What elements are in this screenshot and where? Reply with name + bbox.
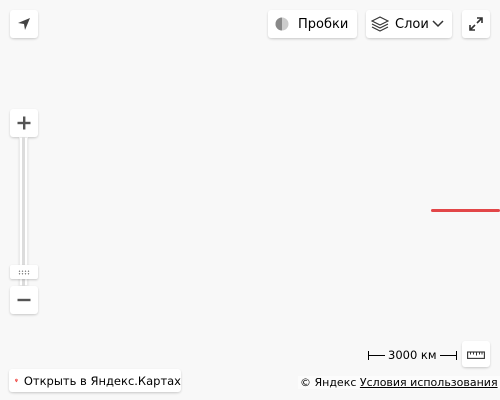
layers-stack-icon bbox=[371, 16, 389, 32]
open-in-yandex-maps-button[interactable]: Открыть в Яндекс.Картах bbox=[9, 369, 181, 392]
grip-dots-icon bbox=[18, 269, 30, 275]
arrow-locate-icon bbox=[18, 18, 30, 30]
minus-icon bbox=[17, 298, 31, 302]
terms-of-use-link[interactable]: Условия использования bbox=[359, 376, 498, 389]
traffic-label: Пробки bbox=[298, 16, 349, 32]
scale-bar-right bbox=[439, 350, 457, 360]
ruler-button[interactable] bbox=[462, 341, 490, 367]
zoom-slider-rail bbox=[22, 137, 25, 286]
copyright-label: © Яндекс bbox=[300, 376, 357, 389]
geolocation-button[interactable] bbox=[10, 10, 38, 38]
layers-button[interactable]: Слои bbox=[366, 10, 452, 38]
traffic-button[interactable]: Пробки bbox=[268, 10, 357, 38]
zoom-out-button[interactable] bbox=[10, 286, 38, 314]
layers-label: Слои bbox=[395, 16, 429, 32]
route-line bbox=[431, 209, 500, 212]
zoom-in-button[interactable] bbox=[10, 109, 38, 137]
map-pin-icon bbox=[15, 378, 18, 383]
zoom-slider-handle[interactable] bbox=[10, 265, 38, 279]
copyright-bar: © Яндекс Условия использования bbox=[298, 376, 500, 389]
scale-line: 3000 км bbox=[368, 348, 457, 362]
scale-bar-left bbox=[368, 350, 385, 360]
scale-label: 3000 км bbox=[388, 348, 437, 362]
ruler-icon bbox=[467, 351, 485, 359]
zoom-slider-track[interactable] bbox=[19, 137, 28, 286]
expand-arrows-icon bbox=[469, 17, 483, 31]
plus-icon bbox=[17, 116, 31, 130]
traffic-light-icon bbox=[275, 17, 289, 31]
open-in-yandex-maps-label: Открыть в Яндекс.Картах bbox=[23, 373, 181, 388]
fullscreen-button[interactable] bbox=[462, 10, 490, 38]
chevron-down-icon bbox=[432, 20, 444, 28]
